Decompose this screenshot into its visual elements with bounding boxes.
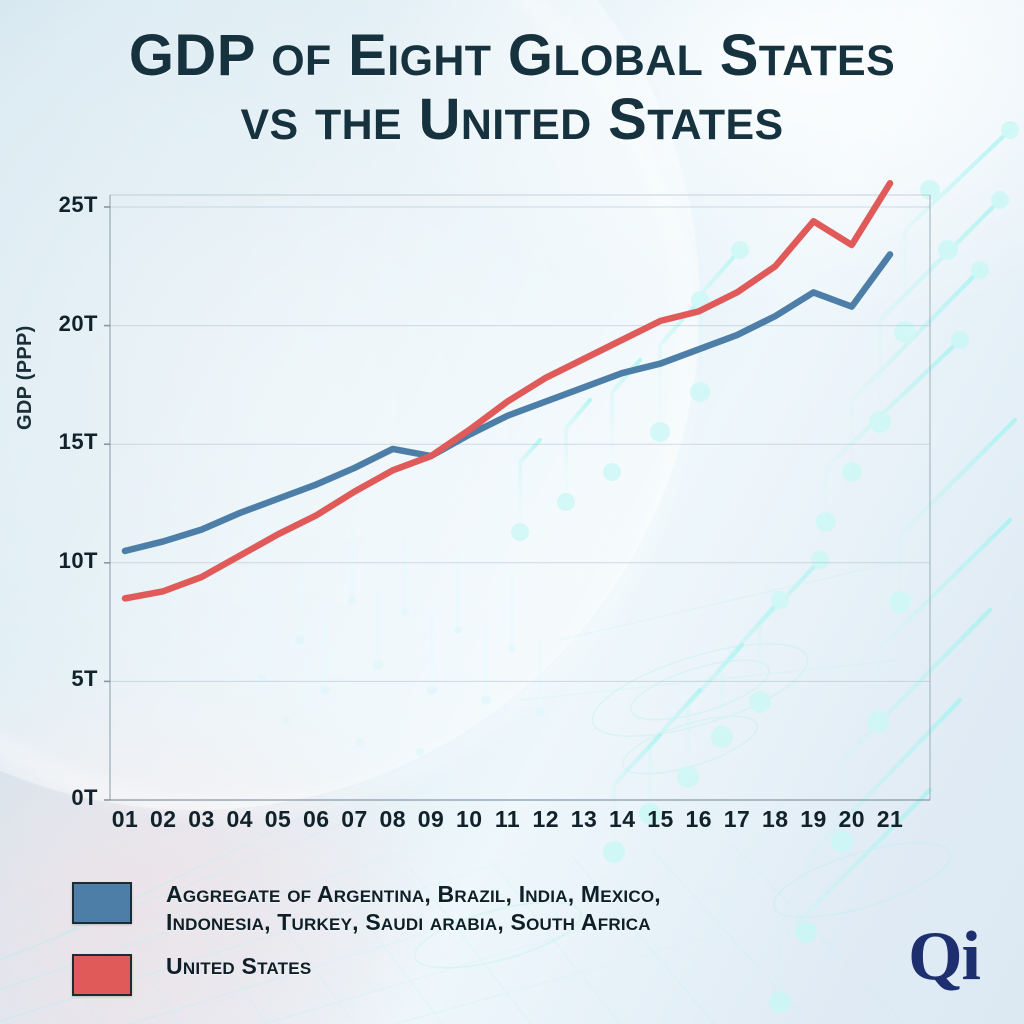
legend-item-united-states[interactable]: UNITED STATES <box>72 952 862 997</box>
legend-swatch-aggregate <box>72 882 132 924</box>
legend-label-aggregate-line1: AGGREGATE OF ARGENTINA, BRAZIL, INDIA, M… <box>166 881 661 907</box>
x-tick-11: 11 <box>494 806 521 832</box>
page-title: GDP OF EIGHT GLOBAL STATES VS THE UNITED… <box>0 23 1024 153</box>
series-line-aggregate <box>121 251 894 555</box>
x-tick-20: 20 <box>838 806 866 832</box>
x-tick-12: 12 <box>532 806 560 832</box>
legend-swatch-united-states <box>72 954 132 997</box>
title-line-2: VS THE UNITED STATES <box>240 87 784 153</box>
chart-legend: AGGREGATE OF ARGENTINA, BRAZIL, INDIA, M… <box>72 880 862 1012</box>
x-tick-21: 21 <box>876 806 904 832</box>
y-tick-0T: 0T <box>71 785 98 810</box>
legend-label-aggregate-line2: INDONESIA, TURKEY, SAUDI ARABIA, SOUTH A… <box>166 909 651 936</box>
x-tick-04: 04 <box>226 806 254 832</box>
x-tick-05: 05 <box>264 806 292 832</box>
x-tick-06: 06 <box>302 806 330 832</box>
series-line-united-states <box>121 180 894 602</box>
legend-label-united-states: UNITED STATES <box>166 952 311 980</box>
y-tick-10T: 10T <box>58 547 98 573</box>
y-axis-tick-labels: 0T 5T 10T 15T 20T 25T <box>26 0 98 1024</box>
x-tick-13: 13 <box>570 806 598 832</box>
x-tick-08: 08 <box>379 806 407 832</box>
x-tick-18: 18 <box>761 806 789 832</box>
y-tick-20T: 20T <box>58 310 98 336</box>
legend-label-united-states-line1: UNITED STATES <box>166 953 312 980</box>
x-tick-14: 14 <box>608 806 636 832</box>
x-tick-16: 16 <box>685 806 713 832</box>
x-tick-03: 03 <box>188 806 215 832</box>
x-tick-10: 10 <box>455 806 483 832</box>
legend-label-aggregate: AGGREGATE OF ARGENTINA, BRAZIL, INDIA, M… <box>166 880 661 936</box>
x-tick-09: 09 <box>417 806 445 832</box>
x-tick-01: 01 <box>111 806 139 832</box>
y-tick-15T: 15T <box>58 429 98 455</box>
y-tick-25T: 25T <box>58 192 98 217</box>
x-tick-07: 07 <box>341 806 368 832</box>
title-line-1: GDP OF EIGHT GLOBAL STATES <box>128 23 896 88</box>
x-tick-19: 19 <box>800 806 827 832</box>
x-tick-02: 02 <box>149 806 177 832</box>
x-tick-15: 15 <box>647 806 674 832</box>
x-tick-17: 17 <box>723 806 751 832</box>
y-tick-marks <box>104 206 110 801</box>
plot-panel <box>110 195 930 800</box>
y-tick-5T: 5T <box>71 666 98 692</box>
legend-item-aggregate[interactable]: AGGREGATE OF ARGENTINA, BRAZIL, INDIA, M… <box>72 880 862 936</box>
qi-logo[interactable]: Qi <box>908 918 981 995</box>
